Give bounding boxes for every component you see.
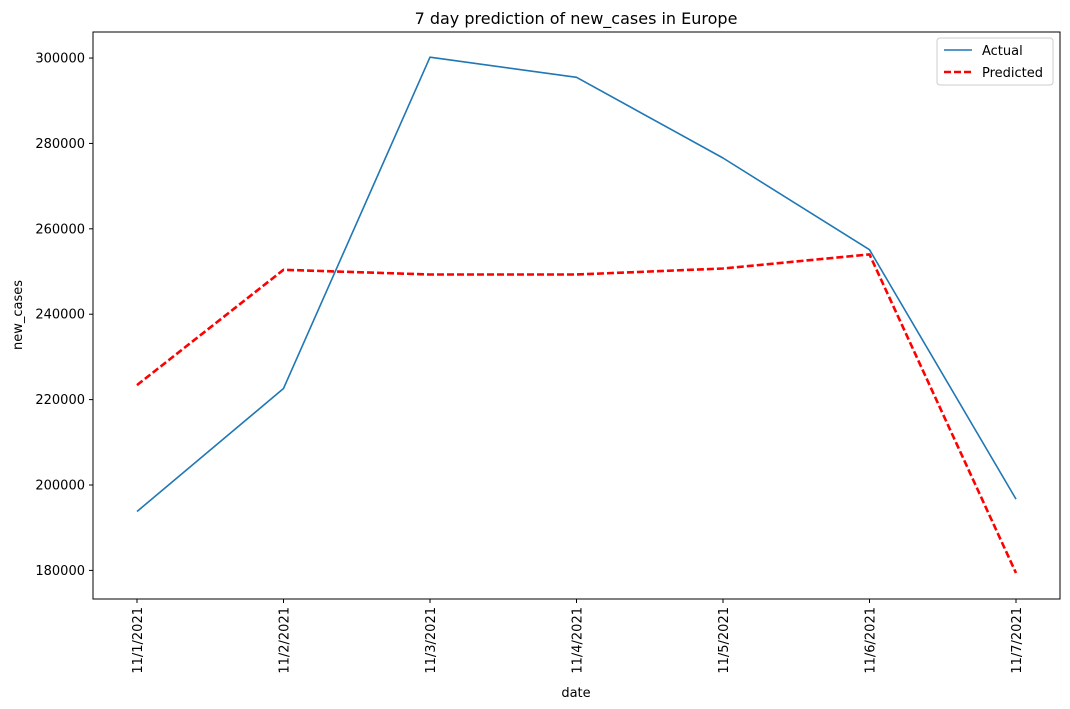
y-tick-label: 180000 [35,564,85,579]
legend: Actual Predicted [936,37,1054,86]
x-axis: 11/1/2021 11/2/2021 11/3/2021 11/4/2021 11/5… [131,599,1025,674]
y-tick-label: 240000 [35,308,85,323]
legend-label-actual: Actual [982,44,1023,59]
series-line-actual [136,56,1017,513]
y-tick-label: 220000 [35,393,85,408]
series-line-predicted [136,253,1018,574]
x-tick-label: 11/4/2021 [571,607,586,674]
x-tick-label: 11/1/2021 [131,607,146,674]
series-lines [136,56,1018,574]
y-tick-label: 280000 [35,137,85,152]
legend-label-predicted: Predicted [982,66,1043,81]
y-tick-label: 300000 [35,52,85,67]
x-tick-label: 11/5/2021 [717,607,732,674]
x-tick-label: 11/7/2021 [1010,607,1025,674]
chart-title: 7 day prediction of new_cases in Europe [415,9,738,29]
y-tick-label: 200000 [35,479,85,494]
x-axis-label: date [561,686,590,701]
x-tick-label: 11/2/2021 [278,607,293,674]
y-axis-label: new_cases [11,280,26,350]
y-axis: 180000 200000 220000 240000 260000 280000 3000… [35,52,93,579]
x-tick-label: 11/6/2021 [864,607,879,674]
x-tick-label: 11/3/2021 [424,607,439,674]
plot-area [92,31,1061,600]
y-tick-label: 260000 [35,222,85,237]
